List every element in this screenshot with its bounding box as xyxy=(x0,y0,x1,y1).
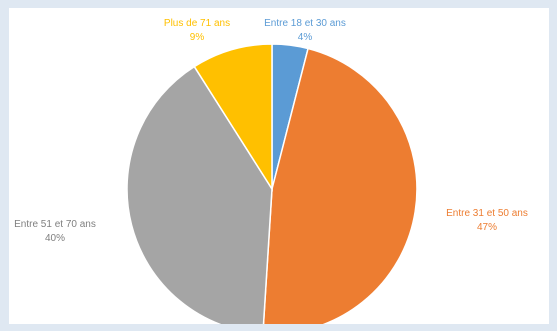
slice-label-2-value: 40% xyxy=(45,233,65,244)
chart-frame: Entre 18 et 30 ans 4% Entre 31 et 50 ans… xyxy=(9,8,549,324)
slice-label-0-category: Entre 18 et 30 ans xyxy=(264,18,346,29)
slice-label-0-value: 4% xyxy=(298,32,313,43)
pie-chart: Entre 18 et 30 ans 4% Entre 31 et 50 ans… xyxy=(14,18,528,324)
slice-label-1-value: 47% xyxy=(477,222,497,233)
slice-label-3-value: 9% xyxy=(190,32,205,43)
slice-label-2-category: Entre 51 et 70 ans xyxy=(14,219,96,230)
pie-slice-3 xyxy=(193,43,273,192)
pie-slices xyxy=(126,43,418,324)
pie-slice-1 xyxy=(262,47,418,324)
slice-label-1-category: Entre 31 et 50 ans xyxy=(446,208,528,219)
pie-labels: Entre 18 et 30 ans 4% Entre 31 et 50 ans… xyxy=(14,18,528,244)
slice-label-3-category: Plus de 71 ans xyxy=(164,18,230,29)
pie-slice-2 xyxy=(126,65,273,324)
